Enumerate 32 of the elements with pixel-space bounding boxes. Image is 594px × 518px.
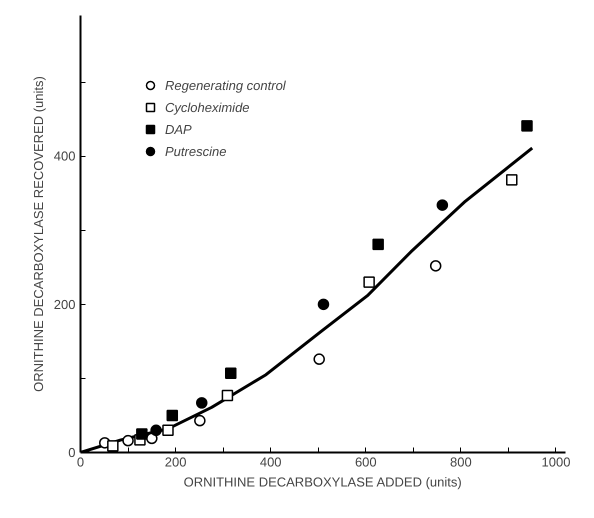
y-tick-label: 200 — [54, 296, 76, 312]
x-axis-title: ORNITHINE DECARBOXYLASE ADDED (units) — [184, 474, 462, 490]
y-tick-label: 0 — [68, 445, 76, 460]
point — [372, 238, 384, 250]
point — [194, 414, 206, 426]
legend-label: DAP — [165, 122, 192, 136]
point — [318, 298, 330, 310]
legend-label: Cycloheximide — [165, 100, 250, 114]
x-tick-label: 400 — [260, 454, 282, 470]
point — [436, 199, 448, 211]
x-tick-label: 600 — [354, 454, 377, 470]
point — [225, 367, 237, 379]
point — [166, 410, 178, 422]
point — [162, 424, 174, 436]
point — [107, 440, 119, 452]
x-tick-label: 800 — [450, 454, 472, 470]
point — [521, 120, 533, 132]
point — [136, 428, 148, 440]
point — [363, 276, 375, 288]
point — [122, 434, 134, 446]
point — [222, 390, 234, 402]
x-tick-label: 1000 — [542, 454, 570, 470]
point — [150, 424, 162, 436]
y-axis-title: ORNITHINE DECARBOXYLASE RECOVERED (units) — [30, 76, 46, 392]
x-tick-label: 200 — [164, 454, 186, 470]
legend-label: Putrescine — [165, 144, 226, 158]
legend-label: Regenerating control — [165, 78, 286, 92]
point — [506, 174, 518, 186]
y-tick-label: 400 — [54, 148, 76, 164]
point — [430, 260, 442, 272]
point — [196, 397, 208, 409]
point — [313, 353, 325, 365]
